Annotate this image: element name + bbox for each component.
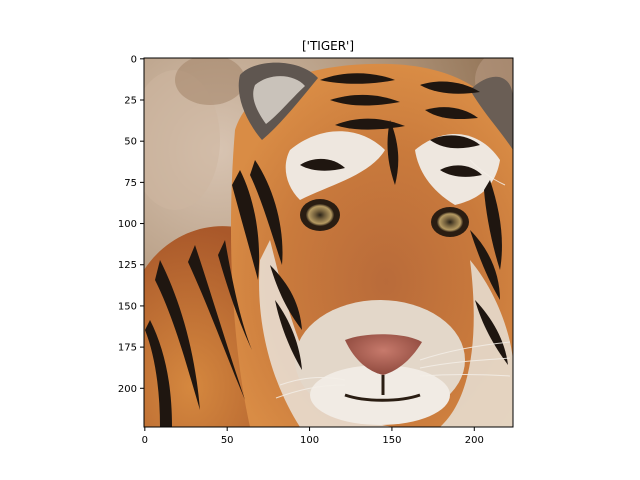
y-tick-label: 50 [124,137,137,148]
x-tick-label: 100 [300,435,319,446]
y-axis: 0 25 50 75 100 125 150 175 200 [118,54,144,395]
x-tick-label: 200 [465,435,484,446]
x-tick-label: 0 [142,435,148,446]
y-tick-label: 200 [118,384,137,395]
y-tick-label: 125 [118,260,137,271]
x-axis: 0 50 100 150 200 [142,427,484,446]
x-tick-label: 150 [382,435,401,446]
y-tick-label: 175 [118,343,137,354]
y-tick-label: 150 [118,301,137,312]
tiger-nose [345,334,422,375]
y-tick-label: 0 [131,54,137,65]
tiger-eyes [300,199,469,237]
y-tick-label: 100 [118,219,137,230]
y-tick-label: 75 [124,178,137,189]
x-tick-label: 50 [221,435,234,446]
plot-title: ['TIGER'] [302,39,354,53]
y-tick-label: 25 [124,96,137,107]
axes-frame [143,57,514,428]
tiger-photo [144,58,513,427]
